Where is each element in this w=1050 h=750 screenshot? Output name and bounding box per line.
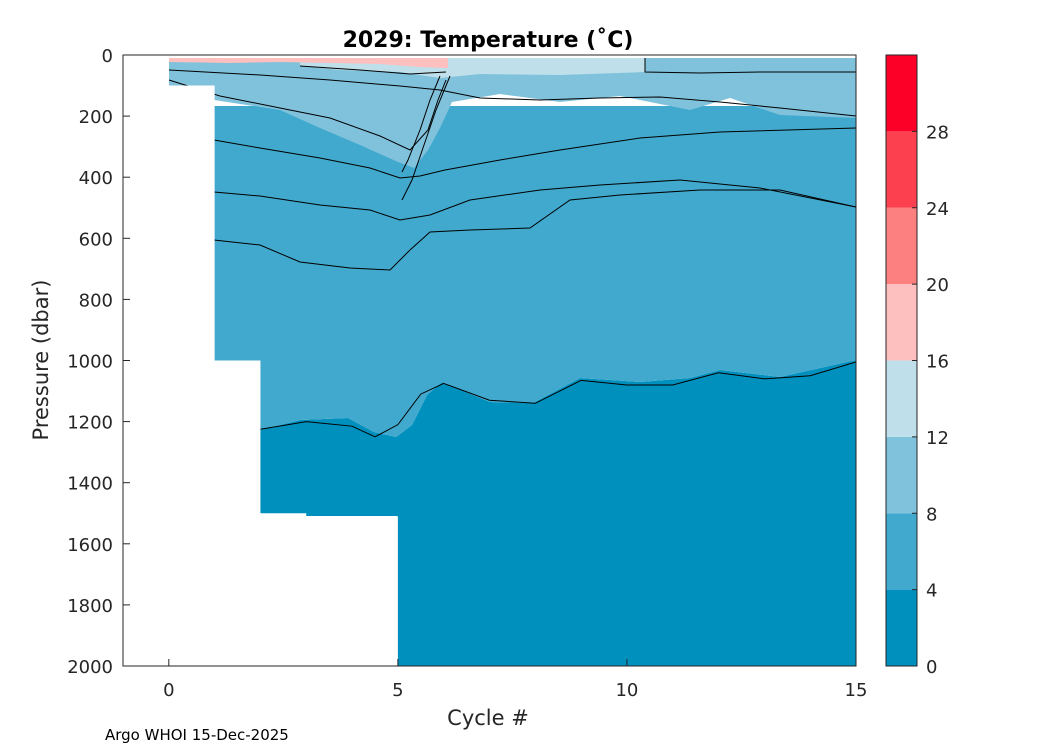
band-4-8 bbox=[214, 106, 856, 437]
y-tick-label: 1800 bbox=[67, 596, 113, 617]
footer-credit: Argo WHOI 15-Dec-2025 bbox=[105, 726, 289, 744]
colorbar-tick-label: 16 bbox=[926, 352, 949, 373]
contour-fill-layer bbox=[169, 58, 856, 666]
x-tick-label: 10 bbox=[615, 680, 638, 701]
colorbar-band bbox=[886, 436, 917, 514]
band-0-4 bbox=[260, 360, 856, 666]
x-tick-label: 0 bbox=[163, 680, 174, 701]
x-axis: 0 5 10 15 bbox=[163, 659, 867, 701]
y-tick-label: 600 bbox=[79, 229, 113, 250]
isotherm-line bbox=[644, 58, 856, 74]
colorbar-tick-label: 8 bbox=[926, 504, 937, 525]
y-tick-label: 1000 bbox=[67, 352, 113, 373]
y-tick-label: 1400 bbox=[67, 474, 113, 495]
colorbar-band bbox=[886, 284, 917, 361]
x-axis-label: Cycle # bbox=[447, 706, 529, 730]
colorbar-tick-label: 0 bbox=[926, 657, 937, 678]
colorbar-band bbox=[886, 360, 917, 437]
band-8-12 bbox=[169, 58, 856, 168]
colorbar-tick-label: 12 bbox=[926, 428, 949, 449]
isotherm-4c-line bbox=[260, 361, 856, 438]
y-tick-label: 1200 bbox=[67, 413, 113, 434]
y-tick-label: 1600 bbox=[67, 535, 113, 556]
x-tick-label: 5 bbox=[392, 680, 403, 701]
colorbar-band bbox=[886, 55, 917, 132]
isotherm-line bbox=[213, 189, 856, 271]
band-16-20 bbox=[169, 58, 448, 68]
colorbar-band bbox=[886, 207, 917, 285]
colorbar-tick-label: 4 bbox=[926, 581, 937, 602]
y-tick-label: 2000 bbox=[67, 657, 113, 678]
no-data-region bbox=[123, 55, 856, 666]
colorbar-tick-label: 24 bbox=[926, 199, 949, 220]
colorbar-tick-label: 28 bbox=[926, 122, 949, 143]
colorbar-tick-label: 20 bbox=[926, 275, 949, 296]
y-tick-label: 800 bbox=[79, 290, 113, 311]
y-tick-label: 200 bbox=[79, 107, 113, 128]
chart-title: 2029: Temperature (˚C) bbox=[343, 28, 634, 53]
isotherm-line bbox=[213, 127, 856, 179]
y-tick-label: 0 bbox=[102, 46, 113, 67]
isotherm-line bbox=[299, 65, 447, 75]
x-tick-label: 15 bbox=[845, 680, 868, 701]
colorbar-band bbox=[886, 131, 917, 208]
isotherm-line bbox=[213, 179, 856, 221]
y-axis: 0 200 400 600 800 1000 1200 1400 1600 1800 2000 bbox=[67, 46, 130, 678]
isotherm-line bbox=[401, 75, 451, 201]
isotherm-line bbox=[168, 79, 447, 151]
y-axis-label: Pressure (dbar) bbox=[29, 280, 53, 441]
colorbar-band bbox=[886, 589, 917, 666]
isotherm-line bbox=[168, 69, 856, 117]
isotherm-lines bbox=[168, 58, 856, 271]
colorbar: 0 4 8 12 16 20 24 28 bbox=[885, 54, 949, 678]
y-tick-label: 400 bbox=[79, 168, 113, 189]
colorbar-band bbox=[886, 513, 917, 590]
isotherm-line bbox=[401, 75, 441, 173]
